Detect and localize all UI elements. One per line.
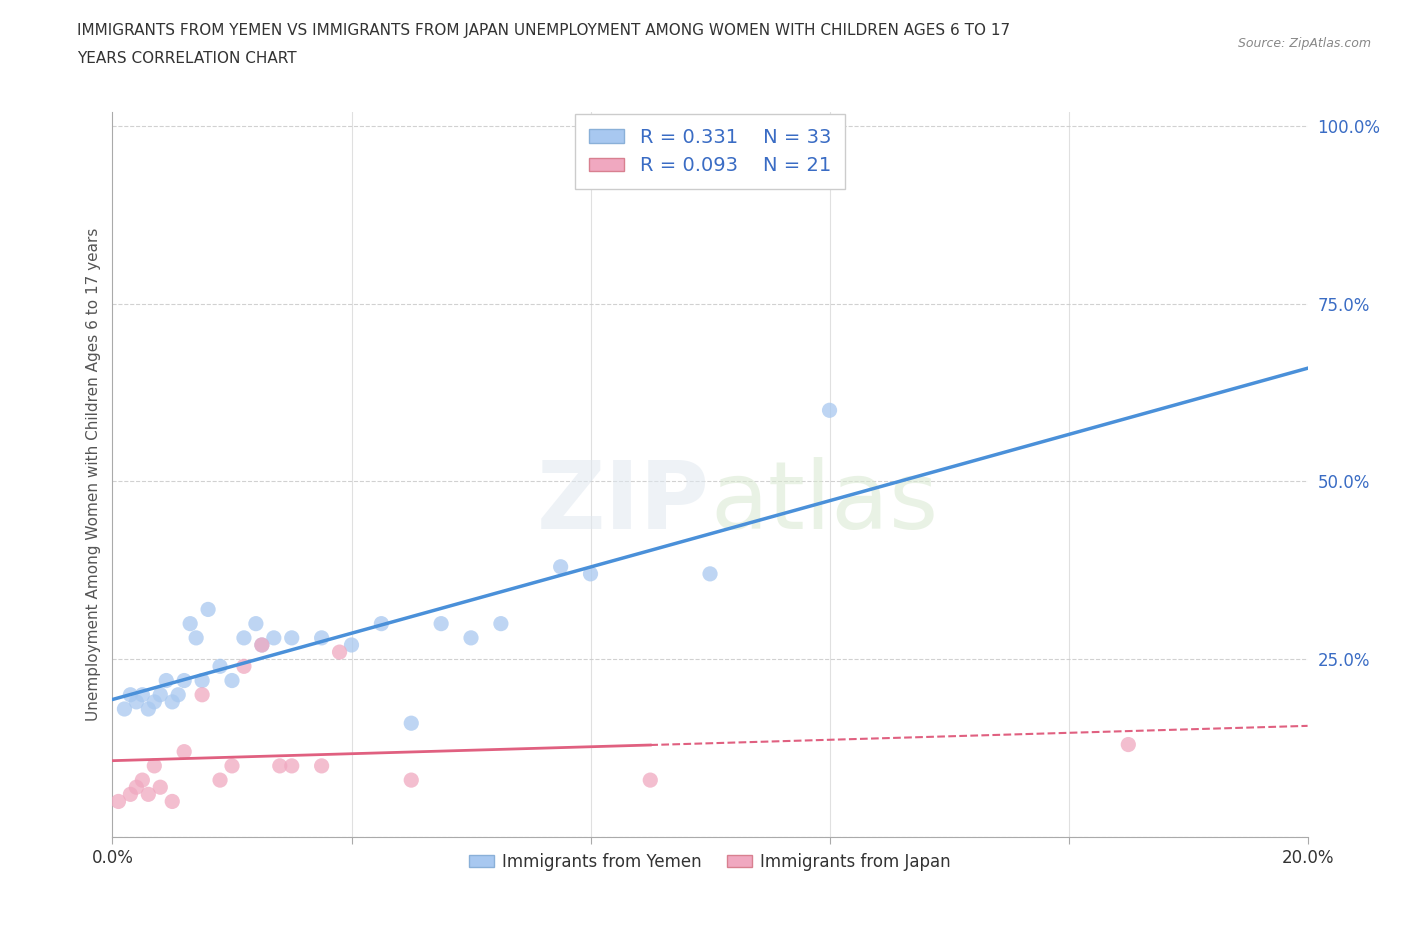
Point (191, 673, 214, 688)
Point (167, 687, 190, 702)
Point (173, 744, 195, 759)
Point (1118, 737, 1140, 752)
Point (329, 644, 352, 659)
Point (269, 759, 291, 774)
Point (209, 773, 232, 788)
Point (401, 716, 423, 731)
Point (401, 773, 423, 788)
Point (120, 687, 142, 702)
Text: YEARS CORRELATION CHART: YEARS CORRELATION CHART (77, 51, 297, 66)
Point (138, 787, 160, 802)
Text: ZIP: ZIP (537, 458, 710, 550)
Point (125, 695, 148, 710)
Point (120, 787, 142, 802)
Point (197, 602, 219, 617)
Point (281, 631, 304, 645)
Text: IMMIGRANTS FROM YEMEN VS IMMIGRANTS FROM JAPAN UNEMPLOYMENT AMONG WOMEN WITH CHI: IMMIGRANTS FROM YEMEN VS IMMIGRANTS FROM… (77, 23, 1011, 38)
Legend: Immigrants from Yemen, Immigrants from Japan: Immigrants from Yemen, Immigrants from J… (461, 844, 959, 880)
Point (221, 759, 243, 774)
Point (818, 403, 841, 418)
Point (186, 631, 208, 645)
Point (114, 701, 135, 716)
Point (640, 773, 662, 788)
Point (162, 695, 183, 710)
Point (340, 638, 363, 653)
Point (233, 658, 256, 673)
Point (162, 794, 183, 809)
Point (245, 617, 267, 631)
Point (263, 631, 285, 645)
Point (430, 617, 453, 631)
Point (489, 617, 512, 631)
Point (149, 779, 172, 794)
Point (221, 673, 243, 688)
Text: Source: ZipAtlas.com: Source: ZipAtlas.com (1237, 37, 1371, 50)
Point (143, 759, 166, 774)
Point (143, 695, 166, 710)
Y-axis label: Unemployment Among Women with Children Ages 6 to 17 years: Unemployment Among Women with Children A… (86, 228, 101, 721)
Point (125, 779, 148, 794)
Point (250, 638, 273, 653)
Point (370, 617, 392, 631)
Point (131, 773, 153, 788)
Text: atlas: atlas (710, 458, 938, 550)
Point (311, 631, 333, 645)
Point (107, 794, 129, 809)
Point (579, 566, 602, 581)
Point (191, 687, 214, 702)
Point (233, 631, 256, 645)
Point (699, 566, 721, 581)
Point (138, 701, 160, 716)
Point (173, 673, 195, 688)
Point (460, 631, 482, 645)
Point (131, 687, 153, 702)
Point (209, 658, 232, 673)
Point (250, 638, 273, 653)
Point (155, 673, 177, 688)
Point (311, 759, 333, 774)
Point (149, 687, 172, 702)
Point (281, 759, 304, 774)
Point (550, 559, 572, 574)
Point (179, 617, 201, 631)
